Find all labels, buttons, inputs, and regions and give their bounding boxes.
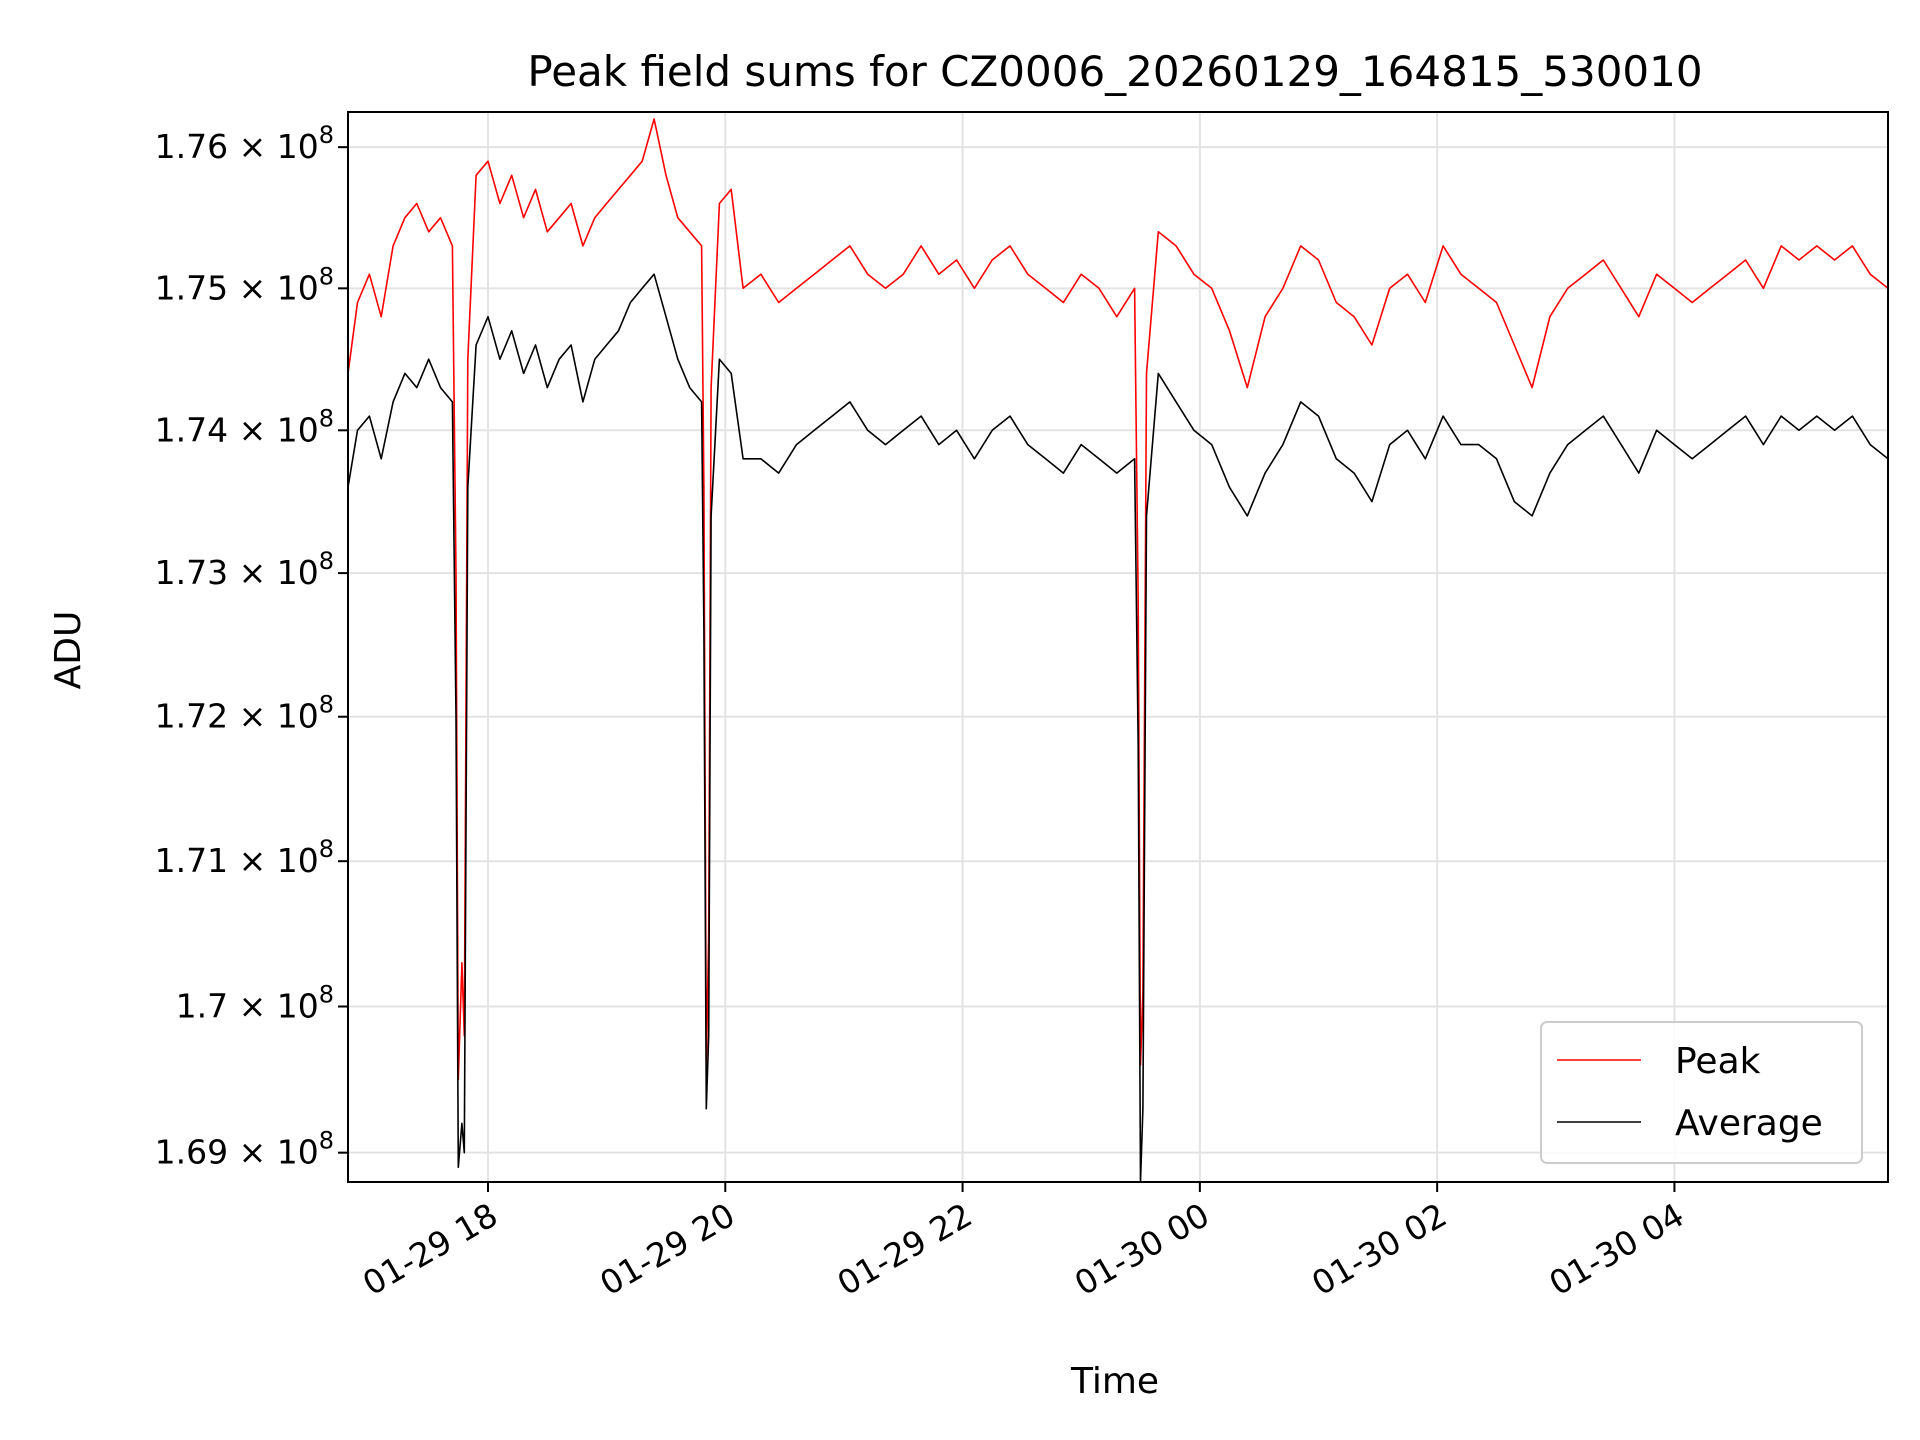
plot-frame: [347, 111, 1889, 1183]
y-axis-ticks: 1.69 × 108 1.7 × 108 1.71 × 108 1.72 × 108 1…: [155, 121, 348, 1172]
y-tick-label: 1.69 × 108: [155, 1127, 334, 1172]
plot-series: [347, 118, 1889, 1183]
x-axis-label: Time: [1070, 1361, 1159, 1402]
series-line-average: [347, 273, 1889, 1183]
legend-box: [1540, 1021, 1863, 1164]
y-tick-label: 1.75 × 108: [155, 262, 334, 307]
grid: [348, 112, 1888, 1182]
y-tick-label: 1.73 × 108: [155, 547, 334, 592]
legend: Peak Average: [1540, 1021, 1863, 1164]
y-tick-label: 1.7 × 108: [176, 980, 334, 1025]
chart-title: Peak field sums for CZ0006_20260129_1648…: [527, 47, 1702, 96]
y-tick-label: 1.71 × 108: [155, 835, 334, 880]
legend-peak-label: Peak: [1675, 1041, 1761, 1082]
y-tick-label: 1.72 × 108: [155, 691, 334, 736]
legend-average-label: Average: [1675, 1103, 1823, 1144]
y-tick-label: 1.74 × 108: [155, 404, 334, 449]
series-line-peak: [347, 118, 1889, 1081]
y-tick-label: 1.76 × 108: [155, 121, 334, 166]
y-axis-label: ADU: [48, 611, 89, 690]
